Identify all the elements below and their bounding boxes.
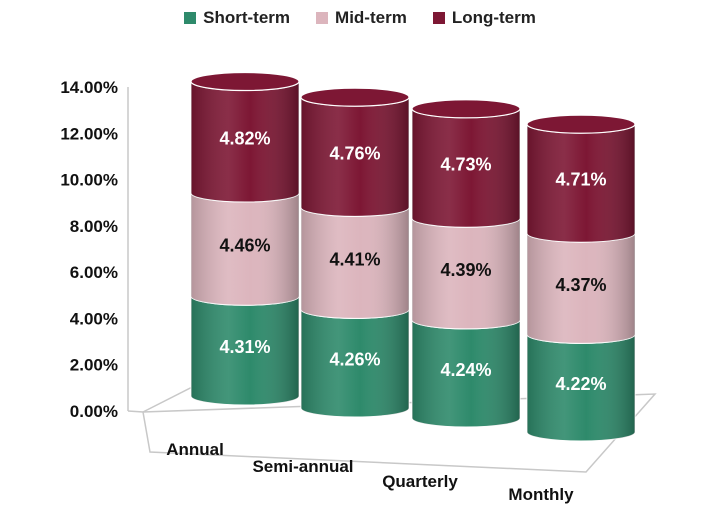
data-label: 4.31% <box>219 337 270 357</box>
x-category-label: Quarterly <box>382 472 458 491</box>
labels: 4.31% 4.46% 4.82% 4.26% 4.41% 4.76% 4.24% 4.39%… <box>219 128 606 394</box>
legend-swatch-long-term <box>432 12 445 24</box>
legend-item-long-term: Long-term <box>432 8 536 28</box>
data-label: 4.24% <box>440 360 491 380</box>
y-tick-label: 6.00% <box>70 263 118 282</box>
legend-label-mid-term: Mid-term <box>335 8 407 27</box>
data-label: 4.22% <box>555 374 606 394</box>
segment-shading <box>301 97 409 217</box>
legend-label-short-term: Short-term <box>203 8 291 27</box>
x-category-label: Monthly <box>508 485 574 504</box>
bar-quarterly <box>411 99 521 428</box>
x-category-label: Semi-annual <box>252 457 353 476</box>
bar-top-cap <box>300 87 410 107</box>
bar-top-cap <box>411 99 521 119</box>
segment-shading <box>191 81 299 203</box>
segment-shading <box>412 218 520 329</box>
x-category-label: Annual <box>166 440 224 459</box>
bar-semi-annual <box>300 87 410 418</box>
data-label: 4.71% <box>555 170 606 190</box>
segment-shading <box>301 309 409 417</box>
legend-swatch-mid-term <box>316 12 329 24</box>
y-tick-label: 14.00% <box>60 78 118 97</box>
data-label: 4.37% <box>555 275 606 295</box>
legend-label-long-term: Long-term <box>451 8 536 27</box>
bar-top-cap <box>190 71 300 92</box>
data-label: 4.39% <box>440 260 491 280</box>
segment-shading <box>191 296 299 405</box>
data-label: 4.82% <box>219 128 270 148</box>
data-label: 4.76% <box>329 143 380 163</box>
y-tick-label: 12.00% <box>60 124 118 143</box>
segment-shading <box>412 108 520 228</box>
legend: Short-term Mid-term Long-term <box>0 8 720 28</box>
segment-shading <box>301 207 409 319</box>
data-label: 4.46% <box>219 236 270 256</box>
legend-item-mid-term: Mid-term <box>316 8 407 28</box>
bar-annual <box>190 71 300 406</box>
y-tick-label: 4.00% <box>70 309 118 328</box>
bar-top-cap <box>526 114 636 134</box>
legend-item-short-term: Short-term <box>184 8 290 28</box>
y-tick-label: 8.00% <box>70 217 118 236</box>
data-label: 4.26% <box>329 350 380 370</box>
axes: 0.00% 2.00% 4.00% 6.00% 8.00% 10.00% 12.00% 14.… <box>60 78 657 504</box>
y-tick-label: 0.00% <box>70 402 118 421</box>
y-tick-label: 10.00% <box>60 171 118 190</box>
data-label: 4.41% <box>329 249 380 269</box>
segment-shading <box>191 193 299 306</box>
y-tick-label: 2.00% <box>70 356 118 375</box>
bars <box>190 71 636 442</box>
bar-monthly <box>526 114 636 442</box>
segment-shading <box>412 319 520 427</box>
legend-swatch-short-term <box>184 12 197 24</box>
segment-shading <box>527 124 635 243</box>
segment-shading <box>527 334 635 441</box>
data-label: 4.73% <box>440 155 491 175</box>
segment-shading <box>527 233 635 344</box>
